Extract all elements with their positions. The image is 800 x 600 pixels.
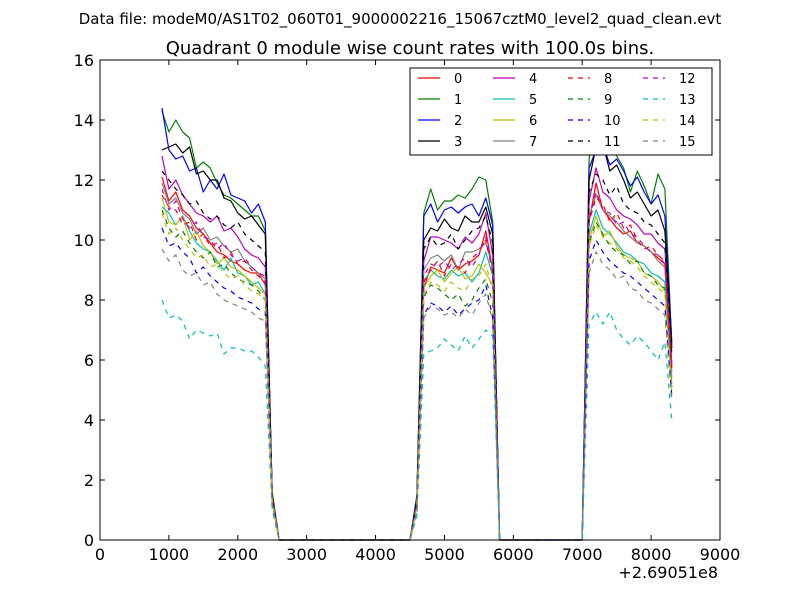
x-tick-label: 9000: [700, 545, 741, 564]
x-tick-label: 6000: [493, 545, 534, 564]
legend-label-1: 1: [454, 93, 462, 108]
y-tick-label: 6: [84, 351, 94, 370]
legend-label-12: 12: [679, 72, 696, 87]
legend-label-2: 2: [454, 114, 462, 129]
x-tick-label: 3000: [286, 545, 327, 564]
series-line-6: [161, 197, 673, 541]
legend-label-13: 13: [679, 93, 696, 108]
legend-label-14: 14: [679, 114, 696, 129]
y-tick-label: 8: [84, 291, 94, 310]
y-tick-label: 2: [84, 471, 94, 490]
legend-label-4: 4: [529, 72, 537, 87]
plot-frame: [99, 59, 721, 541]
series-line-10: [161, 227, 673, 541]
series-line-2: [161, 107, 673, 541]
legend-label-6: 6: [529, 114, 537, 129]
y-tick-label: 12: [74, 171, 94, 190]
series-line-14: [161, 212, 673, 541]
legend-label-10: 10: [604, 114, 621, 129]
y-tick-label: 10: [74, 231, 94, 250]
legend-label-7: 7: [529, 135, 537, 150]
figure-suptitle: Data file: modeM0/AS1T02_060T01_90000022…: [79, 10, 722, 29]
series-line-13: [161, 299, 673, 541]
y-tick-label: 4: [84, 411, 94, 430]
legend-label-11: 11: [604, 135, 621, 150]
series-line-11: [161, 170, 673, 541]
series-line-3: [161, 143, 673, 541]
y-tick-label: 16: [74, 51, 94, 70]
x-tick-label: 8000: [631, 545, 672, 564]
series-line-8: [161, 194, 673, 541]
series-layer: [161, 107, 673, 541]
x-axis: 0 1000 2000 3000 4000 5000 6000 7000 8000 9000: [95, 60, 740, 564]
x-offset-label: +2.69051e8: [618, 563, 718, 582]
x-tick-label: 4000: [355, 545, 396, 564]
legend-label-8: 8: [604, 72, 612, 87]
series-line-15: [161, 248, 673, 541]
legend-label-9: 9: [604, 93, 612, 108]
legend-label-15: 15: [679, 135, 696, 150]
legend-label-0: 0: [454, 72, 462, 87]
series-line-9: [161, 209, 673, 541]
x-tick-label: 5000: [424, 545, 465, 564]
x-tick-label: 0: [95, 545, 105, 564]
chart-title: Quadrant 0 module wise count rates with …: [166, 38, 655, 59]
y-tick-label: 0: [84, 531, 94, 550]
x-tick-label: 1000: [149, 545, 190, 564]
series-line-4: [161, 155, 673, 541]
x-tick-label: 7000: [562, 545, 603, 564]
legend-label-5: 5: [529, 93, 537, 108]
legend-label-3: 3: [454, 135, 462, 150]
y-tick-label: 14: [74, 111, 94, 130]
legend-box: [409, 67, 713, 156]
series-line-12: [161, 188, 673, 541]
x-tick-label: 2000: [217, 545, 258, 564]
